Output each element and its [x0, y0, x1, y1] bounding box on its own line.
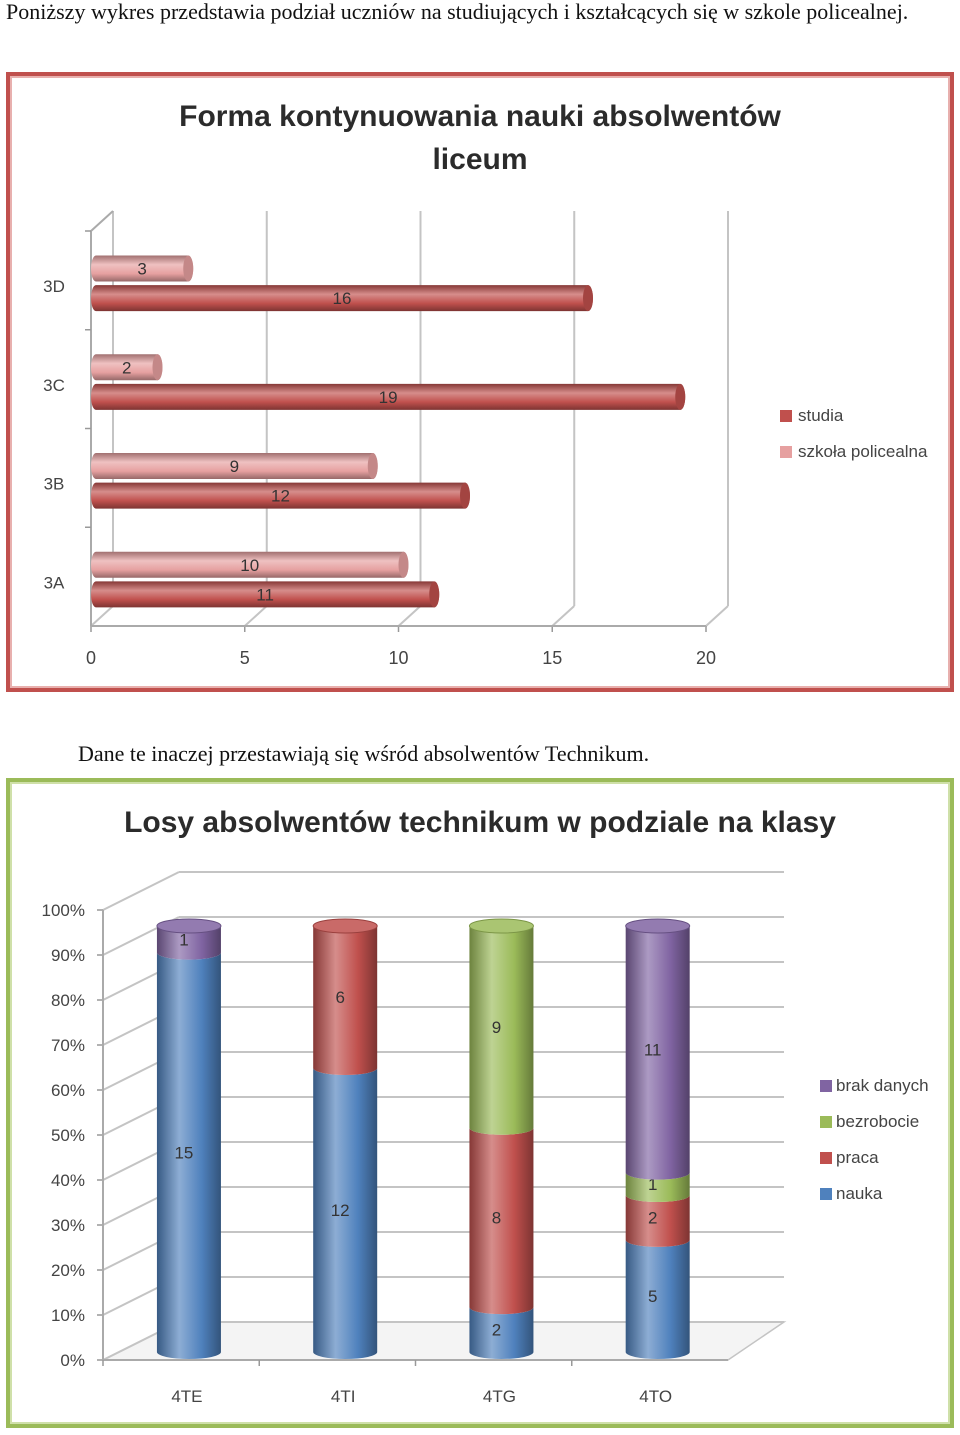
chart2-segment-praca: [625, 1195, 690, 1247]
chart1-title-line2: liceum: [432, 143, 527, 176]
chart2-wall-gridline: [102, 871, 180, 911]
chart2-y-tick-label: 10%: [51, 1306, 85, 1325]
chart2-data-label: 2: [648, 1208, 657, 1227]
chart2-data-label: 15: [174, 1143, 193, 1162]
chart1-bar-studia: [90, 581, 440, 608]
chart2-y-tick-label: 40%: [51, 1171, 85, 1190]
chart1-data-label: 3: [137, 260, 146, 279]
chart2-legend-marker: [820, 1080, 832, 1092]
chart2-y-tick-label: 0%: [60, 1351, 85, 1370]
chart2-legend-marker: [820, 1188, 832, 1200]
chart1-bar-studia: [91, 383, 686, 410]
chart2-data-label: 1: [648, 1175, 657, 1194]
chart2-legend-marker: [820, 1152, 832, 1164]
chart1-bar-studia: [91, 285, 593, 312]
chart2-data-label: 11: [644, 1040, 662, 1059]
chart2-data-label: 2: [492, 1321, 501, 1340]
chart1-legend-label: studia: [798, 406, 844, 425]
chart1-floor-line: [244, 605, 268, 627]
chart2-segment-nauka: [313, 1068, 378, 1359]
chart1-category-label: 3C: [43, 376, 65, 395]
chart2-data-label: 9: [492, 1018, 501, 1037]
chart1-bar-szkola-policealna: [91, 453, 378, 480]
chart1-x-tick-label: 5: [240, 648, 250, 668]
chart2-segment-nauka: [469, 1307, 534, 1359]
chart2-title: Losy absolwentów technikum w podziale na…: [124, 806, 836, 839]
chart1-category-label: 3B: [44, 475, 65, 494]
chart2-y-tick-label: 30%: [51, 1216, 85, 1235]
chart1-bar-szkola-policealna: [91, 255, 194, 282]
chart2-y-tick-label: 100%: [42, 901, 85, 920]
chart2-segment-praca: [469, 1127, 534, 1315]
chart2-legend-label: praca: [836, 1148, 879, 1167]
chart1-bar-studia: [91, 482, 470, 509]
chart1-data-label: 9: [230, 457, 239, 476]
chart2-category-label: 4TO: [639, 1387, 672, 1406]
chart2-legend-marker: [820, 1116, 832, 1128]
chart2-data-label: 6: [335, 988, 344, 1007]
chart-technikum: Losy absolwentów technikum w podziale na…: [42, 806, 929, 1406]
chart1-category-label: 3D: [43, 277, 65, 296]
chart1-x-tick-label: 15: [542, 648, 562, 668]
chart1-x-tick-label: 0: [86, 648, 96, 668]
chart2-y-tick-label: 20%: [51, 1261, 85, 1280]
chart1-bar-szkola-policealna: [91, 354, 163, 381]
chart1-category-label: 3A: [44, 573, 65, 592]
chart1-bar-szkola-policealna: [91, 551, 409, 578]
intro-paragraph: Poniższy wykres przedstawia podział uczn…: [6, 0, 909, 24]
chart2-category-label: 4TI: [331, 1387, 356, 1406]
chart2-data-label: 1: [179, 930, 188, 949]
chart1-floor-line: [397, 605, 422, 627]
chart2-legend-label: nauka: [836, 1184, 883, 1203]
chart2-y-tick-label: 60%: [51, 1081, 85, 1100]
chart2-data-label: 5: [648, 1287, 657, 1306]
chart-technikum-frame: Losy absolwentów technikum w podziale na…: [6, 778, 954, 1428]
chart2-segment-bezrobocie: [468, 918, 534, 1135]
chart2-segment-nauka: [625, 1239, 690, 1359]
technikum-paragraph: Dane te inaczej przestawiają się wśród a…: [78, 741, 650, 766]
chart1-x-tick-label: 20: [696, 648, 716, 668]
chart1-data-label: 2: [122, 358, 131, 377]
chart1-title-line1: Forma kontynuowania nauki absolwentów: [179, 100, 781, 133]
chart1-legend-marker: [780, 410, 792, 422]
chart1-floor-line: [705, 605, 729, 627]
chart1-data-label: 19: [379, 388, 398, 407]
chart2-segment-praca: [312, 918, 378, 1075]
chart1-floor-line: [90, 605, 114, 627]
chart2-segment-brak-danych: [156, 918, 222, 960]
chart1-legend-label: szkoła policealna: [798, 442, 928, 461]
chart2-data-label: 8: [492, 1208, 501, 1227]
chart2-y-tick-label: 50%: [51, 1126, 85, 1145]
chart1-y-axis-top: [90, 210, 114, 232]
chart2-legend-label: brak danych: [836, 1076, 929, 1095]
chart2-segment-brak-danych: [625, 918, 691, 1180]
chart1-data-label: 11: [256, 585, 274, 604]
chart1-x-tick-label: 10: [388, 648, 408, 668]
chart2-category-label: 4TG: [483, 1387, 516, 1406]
chart2-segment-nauka: [156, 952, 221, 1359]
chart2-category-label: 4TE: [171, 1387, 202, 1406]
chart2-y-tick-label: 80%: [51, 991, 85, 1010]
chart2-segment-bezrobocie: [625, 1172, 690, 1203]
chart1-data-label: 12: [271, 487, 290, 506]
chart2-data-label: 12: [331, 1201, 350, 1220]
chart1-data-label: 10: [240, 556, 259, 575]
chart-liceum-frame: Forma kontynuowania nauki absolwentów lic…: [6, 72, 954, 692]
chart1-legend-marker: [780, 446, 792, 458]
chart2-y-tick-label: 70%: [51, 1036, 85, 1055]
chart1-data-label: 16: [333, 289, 352, 308]
chart-liceum: Forma kontynuowania nauki absolwentów lic…: [43, 100, 928, 668]
chart2-y-tick-label: 90%: [51, 946, 85, 965]
chart1-floor-line: [551, 605, 575, 627]
chart2-legend-label: bezrobocie: [836, 1112, 919, 1131]
